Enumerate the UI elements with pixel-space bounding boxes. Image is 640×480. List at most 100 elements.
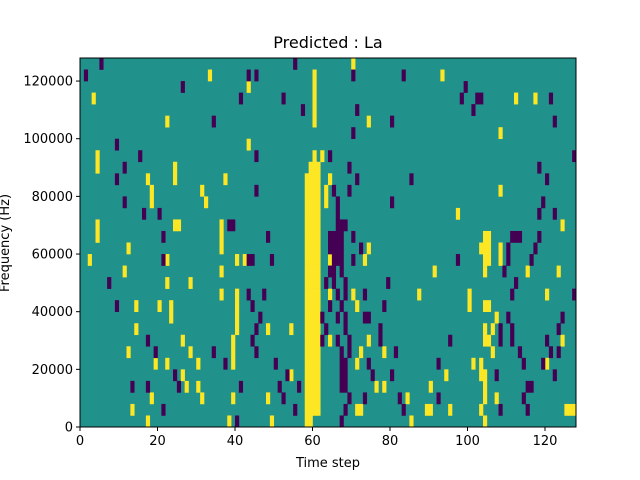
heatmap-cell <box>362 288 368 301</box>
heatmap-cell <box>231 346 236 359</box>
heatmap-cell <box>556 265 561 278</box>
heatmap-cell <box>246 69 251 82</box>
heatmap-cell <box>312 92 317 105</box>
heatmap-cell <box>161 403 166 416</box>
heatmap-cell <box>366 242 371 255</box>
heatmap-cell <box>254 69 259 82</box>
heatmap-cell <box>308 196 313 209</box>
heatmap-cell <box>479 92 484 105</box>
heatmap-cell <box>343 380 348 393</box>
heatmap-cell <box>180 81 185 93</box>
heatmap-cell <box>235 288 240 301</box>
heatmap-cell <box>304 380 309 393</box>
heatmap-cell <box>335 334 340 347</box>
heatmap-cell <box>556 346 561 359</box>
heatmap-cell <box>331 184 337 197</box>
heatmap-cell <box>211 115 216 128</box>
heatmap-cell <box>459 92 464 105</box>
heatmap-cell <box>316 288 321 301</box>
heatmap-cell <box>517 230 523 243</box>
heatmap-cell <box>339 346 344 359</box>
heatmap-cell <box>219 265 224 278</box>
heatmap-cell <box>529 254 534 266</box>
heatmap-cell <box>297 380 302 393</box>
heatmap-cell <box>401 403 406 416</box>
heatmap-cell <box>312 403 317 416</box>
heatmap-cell <box>304 392 309 405</box>
heatmap-cell <box>231 219 236 232</box>
heatmap-cell <box>145 380 151 393</box>
heatmap-cell <box>165 254 170 266</box>
heatmap-cell <box>235 415 240 428</box>
heatmap-cell <box>483 242 488 255</box>
heatmap-cell <box>308 219 313 232</box>
heatmap-cell <box>114 300 120 312</box>
heatmap-cell <box>165 115 170 128</box>
heatmap-cell <box>277 380 282 393</box>
heatmap-cell <box>335 254 340 266</box>
heatmap-cell <box>196 380 201 393</box>
heatmap-cell <box>312 230 317 243</box>
heatmap-cell <box>173 369 178 382</box>
heatmap-cell <box>483 323 488 336</box>
heatmap-cell <box>483 392 488 405</box>
heatmap-cell <box>339 230 344 243</box>
heatmap-cell <box>316 230 321 243</box>
heatmap-cell <box>254 184 259 197</box>
heatmap-cell <box>157 207 162 220</box>
heatmap-cell <box>521 357 526 370</box>
heatmap-cell <box>173 219 178 232</box>
heatmap-cell <box>308 403 313 416</box>
heatmap-cell <box>308 288 313 301</box>
heatmap-cell <box>339 254 344 266</box>
heatmap-cell <box>366 334 371 347</box>
heatmap-cell <box>521 392 526 405</box>
heatmap-cell <box>498 334 503 347</box>
heatmap-cell <box>328 288 333 301</box>
x-tick-label: 120 <box>533 434 558 449</box>
heatmap-cell <box>231 357 236 370</box>
heatmap-cell <box>219 219 224 232</box>
heatmap-cell <box>219 230 224 243</box>
heatmap-cell <box>180 334 185 347</box>
plot-area <box>79 57 577 428</box>
heatmap-cell <box>374 380 379 393</box>
heatmap-cell <box>545 288 550 301</box>
heatmap-cell <box>246 138 251 151</box>
heatmap-cell <box>173 173 178 186</box>
heatmap-cell <box>95 230 100 243</box>
heatmap-cell <box>324 184 329 197</box>
heatmap-cell <box>242 254 247 266</box>
heatmap-cell <box>343 323 348 336</box>
heatmap-cell <box>312 277 317 289</box>
heatmap-cell <box>572 150 577 163</box>
heatmap-cell <box>304 346 309 359</box>
chart-title: Predicted : La <box>273 33 382 52</box>
heatmap-cell <box>572 288 577 301</box>
heatmap-cell <box>316 265 321 278</box>
heatmap-cell <box>316 357 321 370</box>
heatmap-cell <box>335 288 340 301</box>
heatmap-cell <box>145 173 151 186</box>
heatmap-cell <box>510 323 515 336</box>
heatmap-cell <box>548 92 554 105</box>
heatmap-cell <box>552 115 557 128</box>
heatmap-cell <box>304 242 309 255</box>
heatmap-cell <box>312 265 317 278</box>
heatmap-cell <box>316 334 321 347</box>
heatmap-cell <box>258 311 263 324</box>
heatmap-cell <box>564 403 569 416</box>
heatmap-cell <box>176 219 182 232</box>
heatmap-cell <box>347 334 352 347</box>
heatmap-cell <box>331 230 337 243</box>
heatmap-cell <box>316 311 321 324</box>
heatmap-cell <box>328 334 333 347</box>
heatmap-cell <box>483 230 488 243</box>
heatmap-cell <box>448 334 453 347</box>
heatmap-cell <box>304 288 309 301</box>
heatmap-cell <box>304 254 309 266</box>
heatmap-cell <box>204 196 209 209</box>
heatmap-cell <box>312 104 317 116</box>
heatmap-cell <box>312 369 317 382</box>
heatmap-cell <box>537 230 542 243</box>
